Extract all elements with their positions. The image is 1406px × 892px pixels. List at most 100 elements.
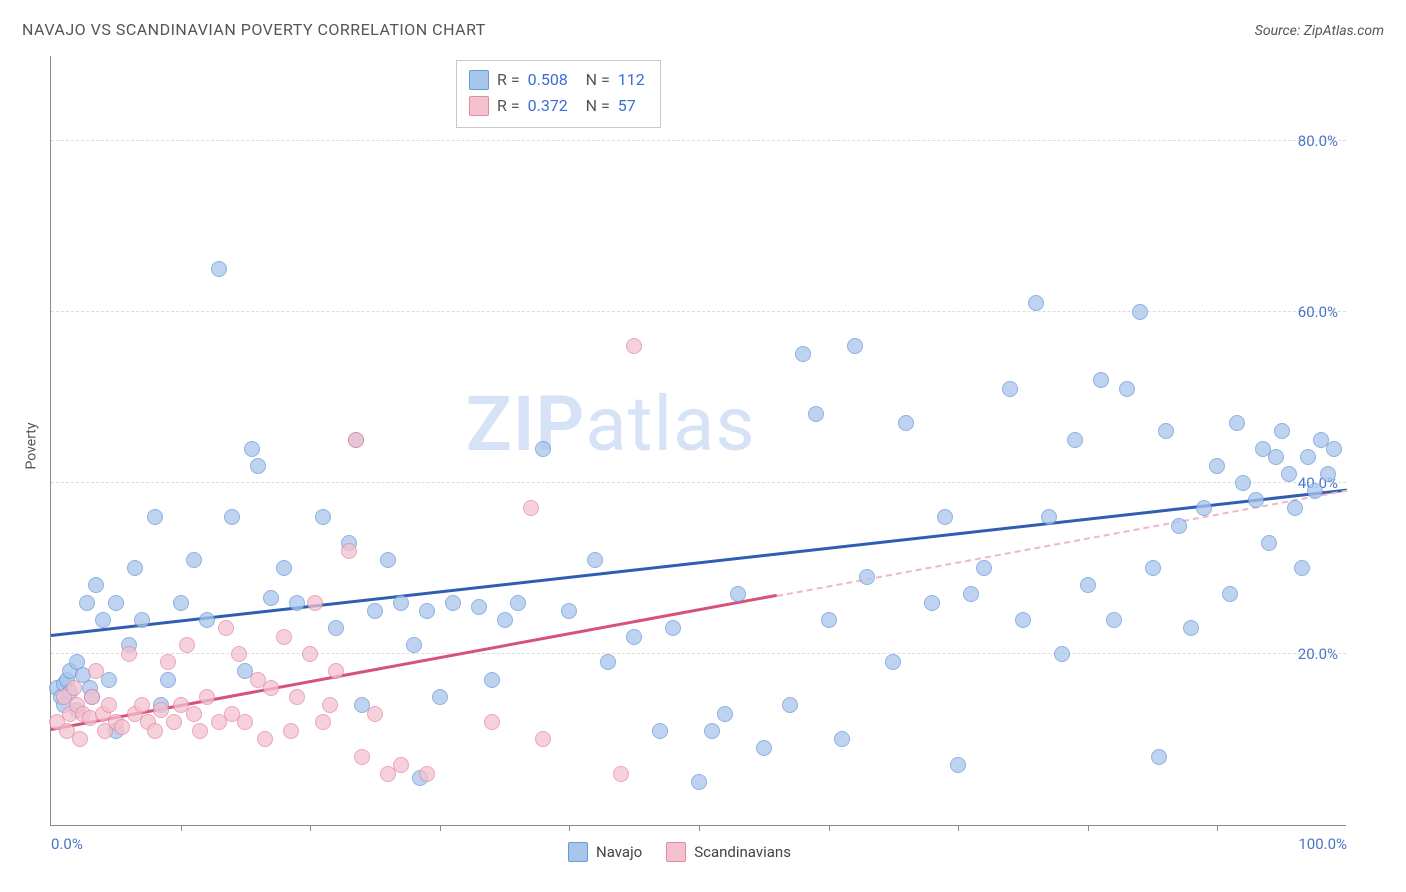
data-point: [626, 338, 642, 354]
watermark-atlas: atlas: [585, 379, 755, 469]
data-point: [66, 680, 82, 696]
r-value: 0.508: [528, 67, 578, 93]
x-tick-label: 100.0%: [1298, 835, 1347, 853]
data-point: [1274, 423, 1290, 439]
data-point: [393, 757, 409, 773]
data-point: [587, 552, 603, 568]
data-point: [160, 654, 176, 670]
data-point: [367, 603, 383, 619]
data-point: [348, 432, 364, 448]
data-point: [1268, 449, 1284, 465]
data-point: [1054, 646, 1070, 662]
data-point: [322, 697, 338, 713]
data-point: [114, 719, 130, 735]
data-point: [1196, 500, 1212, 516]
data-point: [166, 714, 182, 730]
data-point: [561, 603, 577, 619]
data-point: [244, 441, 260, 457]
data-point: [380, 552, 396, 568]
y-tick-label: 20.0%: [1298, 645, 1338, 663]
stats-row: R =0.372N =57: [469, 93, 648, 119]
data-point: [315, 714, 331, 730]
legend-swatch: [568, 842, 588, 862]
data-point: [354, 749, 370, 765]
data-point: [652, 723, 668, 739]
watermark: ZIPatlas: [466, 379, 756, 469]
data-point: [134, 697, 150, 713]
data-point: [1171, 518, 1187, 534]
y-axis-label: Poverty: [24, 422, 40, 469]
r-label: R =: [497, 93, 520, 119]
n-label: N =: [586, 93, 610, 119]
data-point: [79, 595, 95, 611]
data-point: [1229, 415, 1245, 431]
data-point: [795, 346, 811, 362]
data-point: [1132, 304, 1148, 320]
data-point: [1235, 475, 1251, 491]
r-value: 0.372: [528, 93, 578, 119]
data-point: [95, 612, 111, 628]
data-point: [1300, 449, 1316, 465]
data-point: [535, 441, 551, 457]
legend-swatch: [469, 70, 489, 90]
data-point: [199, 612, 215, 628]
data-point: [1222, 586, 1238, 602]
chart-title: NAVAJO VS SCANDINAVIAN POVERTY CORRELATI…: [22, 20, 486, 39]
data-point: [307, 595, 323, 611]
data-point: [302, 646, 318, 662]
data-point: [1209, 458, 1225, 474]
data-point: [186, 552, 202, 568]
legend-label: Navajo: [596, 843, 642, 861]
data-point: [160, 672, 176, 688]
data-point: [393, 595, 409, 611]
legend-item: Navajo: [568, 842, 642, 862]
n-value: 112: [618, 67, 648, 93]
data-point: [704, 723, 720, 739]
data-point: [1281, 466, 1297, 482]
data-point: [72, 731, 88, 747]
source-value: ZipAtlas.com: [1304, 23, 1384, 39]
header: NAVAJO VS SCANDINAVIAN POVERTY CORRELATI…: [22, 20, 1384, 39]
data-point: [147, 723, 163, 739]
data-point: [1028, 295, 1044, 311]
data-point: [283, 723, 299, 739]
data-point: [88, 577, 104, 593]
data-point: [847, 338, 863, 354]
data-point: [976, 560, 992, 576]
r-label: R =: [497, 67, 520, 93]
data-point: [885, 654, 901, 670]
chart-container: NAVAJO VS SCANDINAVIAN POVERTY CORRELATI…: [0, 0, 1406, 892]
data-point: [834, 731, 850, 747]
data-point: [963, 586, 979, 602]
data-point: [263, 680, 279, 696]
plot-area: ZIPatlas 20.0%40.0%60.0%80.0%0.0%100.0%: [50, 56, 1346, 826]
legend-item: Scandinavians: [666, 842, 791, 862]
data-point: [717, 706, 733, 722]
data-point: [665, 620, 681, 636]
data-point: [224, 509, 240, 525]
data-point: [859, 569, 875, 585]
data-point: [1320, 466, 1336, 482]
data-point: [419, 603, 435, 619]
data-point: [289, 689, 305, 705]
data-point: [257, 731, 273, 747]
data-point: [250, 458, 266, 474]
data-point: [1294, 560, 1310, 576]
data-point: [231, 646, 247, 662]
data-point: [691, 774, 707, 790]
data-point: [808, 406, 824, 422]
data-point: [1093, 372, 1109, 388]
data-point: [179, 637, 195, 653]
data-point: [328, 663, 344, 679]
data-point: [432, 689, 448, 705]
data-point: [535, 731, 551, 747]
data-point: [192, 723, 208, 739]
data-point: [211, 261, 227, 277]
data-point: [1326, 441, 1342, 457]
data-point: [1287, 500, 1303, 516]
x-tick: [1217, 825, 1218, 831]
data-point: [1145, 560, 1161, 576]
data-point: [289, 595, 305, 611]
data-point: [199, 689, 215, 705]
data-point: [1151, 749, 1167, 765]
